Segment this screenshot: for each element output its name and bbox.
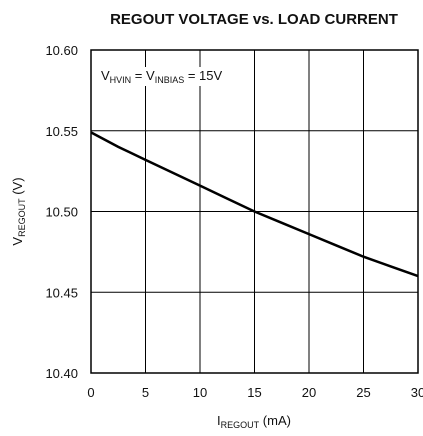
x-axis-label-part: REGOUT bbox=[221, 420, 260, 430]
annotation-part: = 15V bbox=[184, 68, 222, 83]
annotation-bg bbox=[98, 67, 226, 86]
x-tick-label: 0 bbox=[87, 385, 94, 400]
x-axis-label-part: I bbox=[217, 413, 221, 428]
plot-frame bbox=[90, 49, 419, 374]
x-tick-label: 10 bbox=[193, 385, 207, 400]
annotation-part: INBIAS bbox=[155, 75, 185, 85]
annotation-part: HVIN bbox=[110, 75, 132, 85]
annotation: VHVIN = VINBIAS = 15V bbox=[101, 68, 222, 85]
x-tick-label: 15 bbox=[247, 385, 261, 400]
x-tick-label: 30 bbox=[411, 385, 423, 400]
y-tick-label: 10.40 bbox=[45, 366, 78, 381]
x-tick-label: 25 bbox=[356, 385, 370, 400]
chart-title: REGOUT VOLTAGE vs. LOAD CURRENT bbox=[110, 11, 398, 28]
y-tick-label: 10.55 bbox=[45, 124, 78, 139]
y-axis-label: VREGOUT (V) bbox=[10, 177, 27, 245]
y-axis-label-part: V bbox=[10, 237, 25, 246]
y-tick-label: 10.50 bbox=[45, 205, 78, 220]
annotation-part: = V bbox=[131, 68, 155, 83]
data-line bbox=[90, 131, 419, 278]
y-tick-label: 10.45 bbox=[45, 285, 78, 300]
x-tick-label: 5 bbox=[142, 385, 149, 400]
x-axis-label-part: (mA) bbox=[259, 413, 291, 428]
x-axis-label: IREGOUT (mA) bbox=[217, 413, 291, 430]
y-axis-label-part: REGOUT bbox=[17, 198, 27, 237]
x-tick-label: 20 bbox=[302, 385, 316, 400]
y-tick-label: 10.60 bbox=[45, 43, 78, 58]
y-axis-label-part: (V) bbox=[10, 177, 25, 198]
annotation-part: V bbox=[101, 68, 110, 83]
